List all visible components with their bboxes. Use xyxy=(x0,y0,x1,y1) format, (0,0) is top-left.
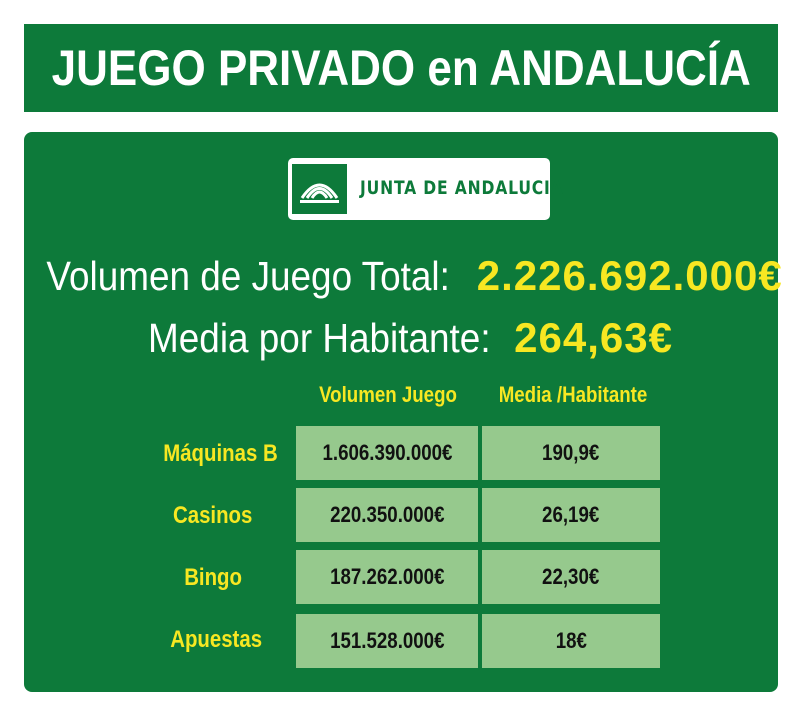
column-header-media: Media /Habitante xyxy=(498,382,648,407)
title-banner: JUEGO PRIVADO en ANDALUCÍA xyxy=(24,24,778,112)
cell-volumen-apuestas: 151.528.000€ xyxy=(294,612,480,670)
cell-volumen-casinos: 220.350.000€ xyxy=(294,486,480,544)
row-label-bingo: Bingo xyxy=(184,564,242,591)
column-header-volumen: Volumen Juego xyxy=(319,382,457,407)
cell-volumen-bingo: 187.262.000€ xyxy=(294,548,480,606)
average-value: 264,63€ xyxy=(514,314,673,361)
junta-logo: JUNTA DE ANDALUCIA xyxy=(288,158,563,220)
cell-media-apuestas: 18€ xyxy=(480,612,662,670)
row-label-apuestas: Apuestas xyxy=(170,626,262,653)
logo-text: JUNTA DE ANDALUCIA xyxy=(360,177,564,199)
total-label: Volumen de Juego Total: xyxy=(46,253,450,299)
page-title: JUEGO PRIVADO en ANDALUCÍA xyxy=(51,40,751,96)
row-label-maquinas: Máquinas B xyxy=(163,440,278,467)
cell-media-bingo: 22,30€ xyxy=(480,548,662,606)
cell-media-casinos: 26,19€ xyxy=(480,486,662,544)
junta-emblem-icon xyxy=(292,164,347,214)
total-summary: Volumen de Juego Total: 2.226.692.000€ xyxy=(24,252,781,300)
main-panel: JUNTA DE ANDALUCIA Volumen de Juego Tota… xyxy=(24,132,782,692)
average-summary: Media por Habitante: 264,63€ xyxy=(24,314,778,362)
total-value: 2.226.692.000€ xyxy=(476,252,783,299)
cell-volumen-maquinas: 1.606.390.000€ xyxy=(294,424,480,482)
average-label: Media por Habitante: xyxy=(148,315,491,361)
row-label-casinos: Casinos xyxy=(172,502,252,529)
cell-media-maquinas: 190,9€ xyxy=(480,424,662,482)
